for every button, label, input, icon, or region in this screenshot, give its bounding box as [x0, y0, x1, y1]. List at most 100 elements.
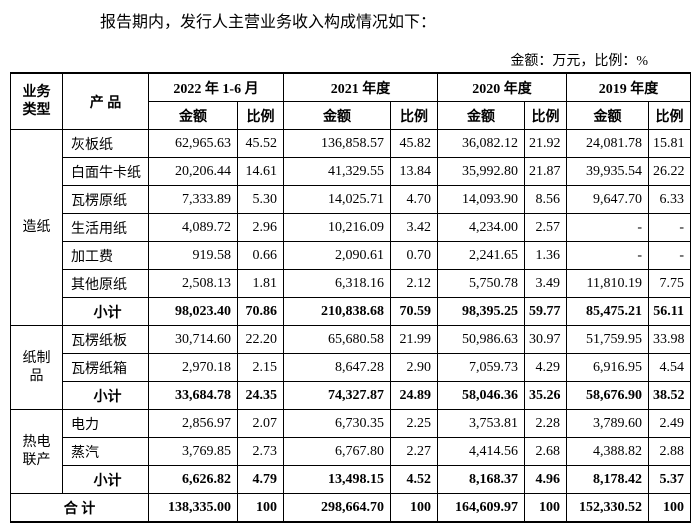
table-row: 小计 6,626.82 4.79 13,498.15 4.52 8,168.37 4.96 8… [11, 465, 692, 494]
value-cell: 41,329.55 [283, 157, 392, 186]
value-cell: 0.70 [390, 241, 439, 270]
total-cell: 100 [236, 493, 285, 523]
subtotal-cell: 58,046.36 [437, 381, 526, 410]
value-cell: 2.68 [524, 437, 568, 466]
subtotal-cell: 98,023.40 [148, 297, 238, 326]
subtotal-label: 小计 [62, 381, 149, 410]
subtotal-cell: 35.26 [524, 381, 568, 410]
value-cell: 2,241.65 [437, 241, 526, 270]
value-cell: 9,647.70 [566, 185, 650, 214]
value-cell: 36,082.12 [437, 129, 526, 158]
product-cell: 其他原纸 [62, 269, 149, 298]
value-cell: 2,970.18 [148, 353, 238, 382]
value-cell: 35,992.80 [437, 157, 526, 186]
total-cell: 100 [390, 493, 439, 523]
value-cell: 6,318.16 [283, 269, 392, 298]
header-cell: 金额 [148, 101, 238, 130]
subtotal-cell: 85,475.21 [566, 297, 650, 326]
product-cell: 加工费 [62, 241, 149, 270]
total-label: 合 计 [10, 493, 149, 523]
subtotal-cell: 58,676.90 [566, 381, 650, 410]
product-cell: 瓦楞纸箱 [62, 353, 149, 382]
value-cell: 7.75 [648, 269, 692, 298]
value-cell: 14.61 [236, 157, 285, 186]
value-cell: 7,059.73 [437, 353, 526, 382]
subtotal-cell: 24.35 [236, 381, 285, 410]
revenue-table: 业务类型产 品 2022 年 1-6 月 2021 年度 2020 年度 2019 年度… [10, 72, 692, 523]
value-cell: 2,508.13 [148, 269, 238, 298]
value-cell: 20,206.44 [148, 157, 238, 186]
value-cell: - [566, 241, 650, 270]
product-cell: 瓦楞原纸 [62, 185, 149, 214]
subtotal-cell: 33,684.78 [148, 381, 238, 410]
value-cell: 1.36 [524, 241, 568, 270]
unit-note: 金额：万元，比例：% [510, 54, 648, 69]
total-cell: 100 [524, 493, 568, 523]
header-cell: 业务类型 [10, 72, 63, 130]
value-cell: 2.12 [390, 269, 439, 298]
subtotal-label: 小计 [62, 465, 149, 494]
value-cell: 3.49 [524, 269, 568, 298]
subtotal-cell: 70.59 [390, 297, 439, 326]
value-cell: 2.49 [648, 409, 692, 438]
value-cell: 2.90 [390, 353, 439, 382]
value-cell: 3,753.81 [437, 409, 526, 438]
subtotal-cell: 210,838.68 [283, 297, 392, 326]
subtotal-cell: 24.89 [390, 381, 439, 410]
subtotal-cell: 6,626.82 [148, 465, 238, 494]
value-cell: 4,089.72 [148, 213, 238, 242]
header-cell: 2022 年 1-6 月 [147, 72, 285, 102]
header-cell: 2019 年度 [566, 72, 692, 102]
product-cell: 电力 [62, 409, 149, 438]
value-cell: 3.42 [390, 213, 439, 242]
total-cell: 164,609.97 [437, 493, 526, 523]
value-cell: 3,769.85 [148, 437, 238, 466]
value-cell: - [648, 213, 692, 242]
subtotal-cell: 4.52 [390, 465, 439, 494]
value-cell: 2,856.97 [148, 409, 238, 438]
header-cell: 比例 [648, 101, 692, 130]
value-cell: 3,789.60 [566, 409, 650, 438]
total-cell: 100 [648, 493, 692, 523]
value-cell: 5,750.78 [437, 269, 526, 298]
table-row: 小计 98,023.40 70.86 210,838.68 70.59 98,395.25… [11, 297, 692, 326]
value-cell: 4,414.56 [437, 437, 526, 466]
subtotal-cell: 74,327.87 [283, 381, 392, 410]
value-cell: 26.22 [648, 157, 692, 186]
value-cell: 2.15 [236, 353, 285, 382]
header-cell: 产 品 [62, 72, 149, 130]
subtotal-cell: 59.77 [524, 297, 568, 326]
subtotal-cell: 70.86 [236, 297, 285, 326]
table-row: 合 计 138,335.00 100 298,664.70 100 164,609.97 1… [10, 493, 692, 523]
header-cell: 金额 [566, 101, 650, 130]
value-cell: 11,810.19 [566, 269, 650, 298]
value-cell: 2.88 [648, 437, 692, 466]
subtotal-cell: 98,395.25 [437, 297, 526, 326]
value-cell: 2.28 [524, 409, 568, 438]
header-cell: 金额 [437, 101, 526, 130]
value-cell: 10,216.09 [283, 213, 392, 242]
value-cell: 6,730.35 [283, 409, 392, 438]
value-cell: 33.98 [648, 325, 692, 354]
value-cell: 6,767.80 [283, 437, 392, 466]
value-cell: 30,714.60 [148, 325, 238, 354]
header-cell: 比例 [236, 101, 285, 130]
value-cell: 136,858.57 [283, 129, 392, 158]
value-cell: 2.27 [390, 437, 439, 466]
header-cell: 比例 [524, 101, 568, 130]
total-cell: 298,664.70 [283, 493, 392, 523]
product-cell: 灰板纸 [62, 129, 149, 158]
subtotal-cell: 8,178.42 [566, 465, 650, 494]
header-cell: 2021 年度 [283, 72, 439, 102]
value-cell: 6.33 [648, 185, 692, 214]
subtotal-label: 小计 [62, 297, 149, 326]
value-cell: 2.96 [236, 213, 285, 242]
value-cell: 4.70 [390, 185, 439, 214]
value-cell: 21.92 [524, 129, 568, 158]
table-row: 其他原纸 2,508.13 1.81 6,318.16 2.12 5,750.78 3.49… [11, 269, 692, 298]
intro-text: 报告期内，发行人主营业务收入构成情况如下： [100, 14, 437, 31]
value-cell: 21.87 [524, 157, 568, 186]
header-cell: 2020 年度 [437, 72, 568, 102]
value-cell: 14,025.71 [283, 185, 392, 214]
